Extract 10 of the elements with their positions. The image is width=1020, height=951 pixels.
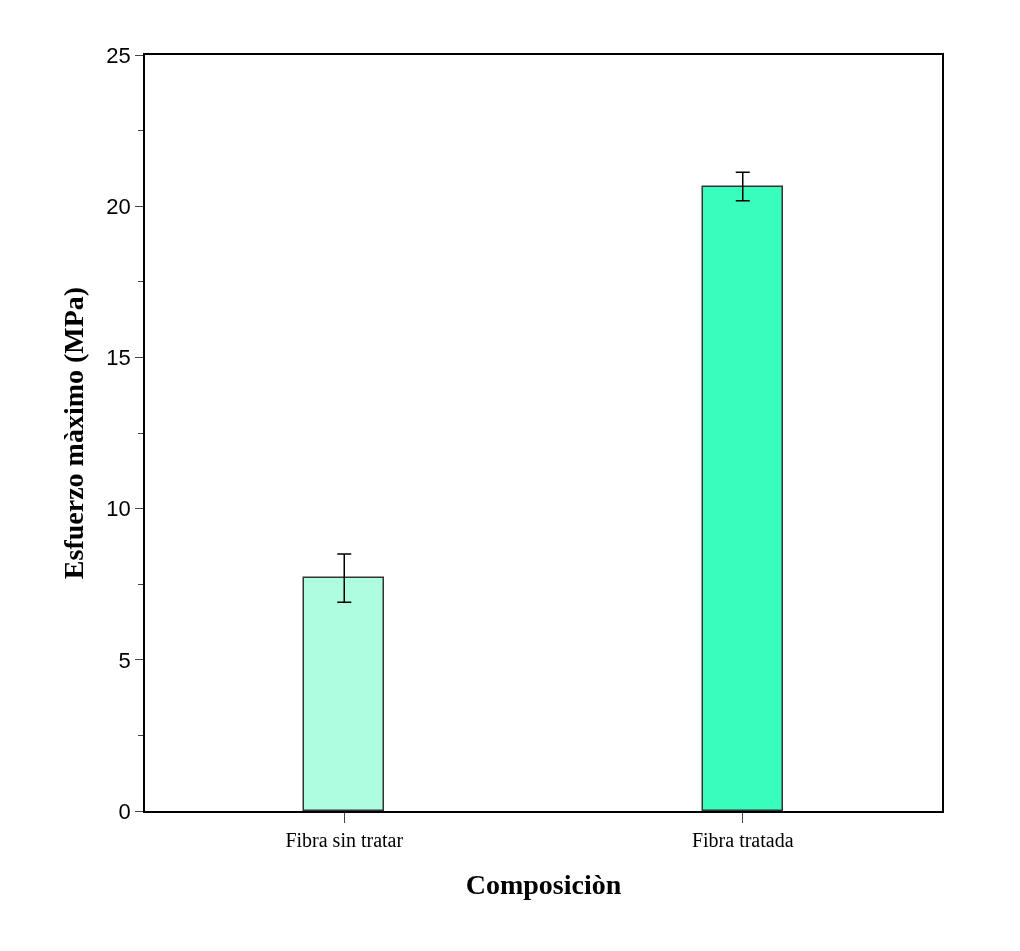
- y-tick-label: 20: [106, 193, 131, 219]
- y-tick-label: 5: [118, 647, 131, 673]
- y-axis-title: Esfuerzo màximo (MPa): [57, 286, 89, 580]
- x-tick-label: Fibra sin tratar: [285, 828, 404, 851]
- y-tick-label: 10: [106, 496, 131, 522]
- y-tick-label: 0: [118, 798, 131, 824]
- y-tick-label: 15: [106, 345, 131, 371]
- x-tick-label: Fibra tratada: [691, 828, 794, 851]
- y-tick-label: 25: [106, 42, 131, 68]
- x-axis-title: Composiciòn: [465, 869, 622, 901]
